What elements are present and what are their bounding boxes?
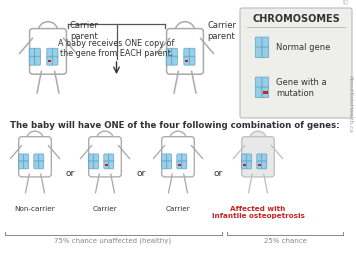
FancyBboxPatch shape	[262, 37, 269, 48]
Circle shape	[175, 22, 195, 41]
FancyBboxPatch shape	[182, 161, 187, 169]
FancyBboxPatch shape	[177, 161, 182, 169]
FancyBboxPatch shape	[162, 154, 167, 162]
FancyBboxPatch shape	[29, 48, 35, 57]
Bar	[185, 60, 188, 62]
FancyBboxPatch shape	[240, 8, 352, 118]
FancyBboxPatch shape	[89, 137, 121, 177]
Text: CHROMOSOMES: CHROMOSOMES	[252, 14, 340, 24]
FancyBboxPatch shape	[52, 56, 58, 65]
Circle shape	[38, 22, 58, 41]
Text: Non-carrier: Non-carrier	[15, 206, 56, 212]
Text: Carrier: Carrier	[166, 206, 190, 212]
FancyBboxPatch shape	[246, 161, 252, 169]
Text: the gene from EACH parent.: the gene from EACH parent.	[60, 49, 173, 57]
FancyBboxPatch shape	[93, 161, 99, 169]
FancyBboxPatch shape	[262, 154, 267, 162]
FancyBboxPatch shape	[109, 154, 114, 162]
FancyBboxPatch shape	[19, 137, 51, 177]
Bar	[48, 60, 51, 62]
FancyBboxPatch shape	[255, 37, 262, 48]
FancyBboxPatch shape	[182, 154, 187, 162]
FancyBboxPatch shape	[34, 161, 39, 169]
FancyBboxPatch shape	[47, 48, 53, 57]
FancyBboxPatch shape	[262, 77, 269, 88]
FancyBboxPatch shape	[257, 161, 262, 169]
Text: 25% chance: 25% chance	[263, 238, 307, 244]
Bar	[105, 164, 108, 166]
FancyBboxPatch shape	[184, 48, 189, 57]
Circle shape	[169, 131, 187, 148]
FancyBboxPatch shape	[47, 56, 53, 65]
FancyBboxPatch shape	[109, 161, 114, 169]
Text: Normal gene: Normal gene	[276, 43, 330, 53]
FancyBboxPatch shape	[162, 137, 194, 177]
FancyBboxPatch shape	[38, 154, 44, 162]
FancyBboxPatch shape	[38, 161, 44, 169]
Circle shape	[250, 131, 267, 148]
FancyBboxPatch shape	[257, 154, 262, 162]
FancyBboxPatch shape	[34, 154, 39, 162]
FancyBboxPatch shape	[166, 56, 172, 65]
FancyBboxPatch shape	[184, 56, 189, 65]
FancyBboxPatch shape	[19, 154, 24, 162]
FancyBboxPatch shape	[35, 56, 40, 65]
Text: Carrier
parent: Carrier parent	[207, 21, 236, 41]
FancyBboxPatch shape	[242, 161, 247, 169]
FancyBboxPatch shape	[255, 47, 262, 58]
Text: or: or	[213, 169, 222, 179]
FancyBboxPatch shape	[172, 56, 177, 65]
FancyBboxPatch shape	[262, 161, 267, 169]
FancyBboxPatch shape	[89, 161, 94, 169]
FancyBboxPatch shape	[172, 48, 177, 57]
Text: The baby will have ONE of the four following combination of genes:: The baby will have ONE of the four follo…	[10, 120, 340, 130]
Circle shape	[26, 131, 43, 148]
Bar	[258, 164, 261, 166]
FancyBboxPatch shape	[242, 154, 247, 162]
Text: or: or	[136, 169, 146, 179]
FancyBboxPatch shape	[52, 48, 58, 57]
FancyBboxPatch shape	[23, 161, 28, 169]
FancyBboxPatch shape	[189, 48, 195, 57]
FancyBboxPatch shape	[166, 154, 172, 162]
Text: or: or	[66, 169, 75, 179]
Bar	[263, 91, 267, 94]
FancyBboxPatch shape	[242, 137, 274, 177]
Text: Affected with
infantile osteopetrosis: Affected with infantile osteopetrosis	[211, 206, 304, 219]
Text: Carrier: Carrier	[93, 206, 117, 212]
FancyBboxPatch shape	[255, 87, 262, 98]
Text: AboutKidsHealth.ca: AboutKidsHealth.ca	[347, 75, 352, 133]
FancyBboxPatch shape	[177, 154, 182, 162]
FancyBboxPatch shape	[35, 48, 40, 57]
Text: A baby receives ONE copy of: A baby receives ONE copy of	[58, 39, 175, 47]
FancyBboxPatch shape	[162, 161, 167, 169]
FancyBboxPatch shape	[104, 154, 109, 162]
FancyBboxPatch shape	[189, 56, 195, 65]
FancyBboxPatch shape	[19, 161, 24, 169]
Text: Carrier
parent: Carrier parent	[70, 21, 99, 41]
FancyBboxPatch shape	[23, 154, 28, 162]
FancyBboxPatch shape	[255, 77, 262, 88]
FancyBboxPatch shape	[167, 29, 203, 74]
Text: Gene with a
mutation: Gene with a mutation	[276, 78, 326, 98]
FancyBboxPatch shape	[104, 161, 109, 169]
Text: ©: ©	[342, 0, 349, 6]
FancyBboxPatch shape	[29, 56, 35, 65]
FancyBboxPatch shape	[166, 48, 172, 57]
FancyBboxPatch shape	[262, 47, 269, 58]
Circle shape	[96, 131, 114, 148]
Bar	[243, 164, 246, 166]
FancyBboxPatch shape	[246, 154, 252, 162]
FancyBboxPatch shape	[262, 87, 269, 98]
FancyBboxPatch shape	[166, 161, 172, 169]
FancyBboxPatch shape	[93, 154, 99, 162]
FancyBboxPatch shape	[30, 29, 67, 74]
Text: 75% chance unaffected (healthy): 75% chance unaffected (healthy)	[54, 238, 172, 245]
FancyBboxPatch shape	[89, 154, 94, 162]
Bar	[178, 164, 181, 166]
